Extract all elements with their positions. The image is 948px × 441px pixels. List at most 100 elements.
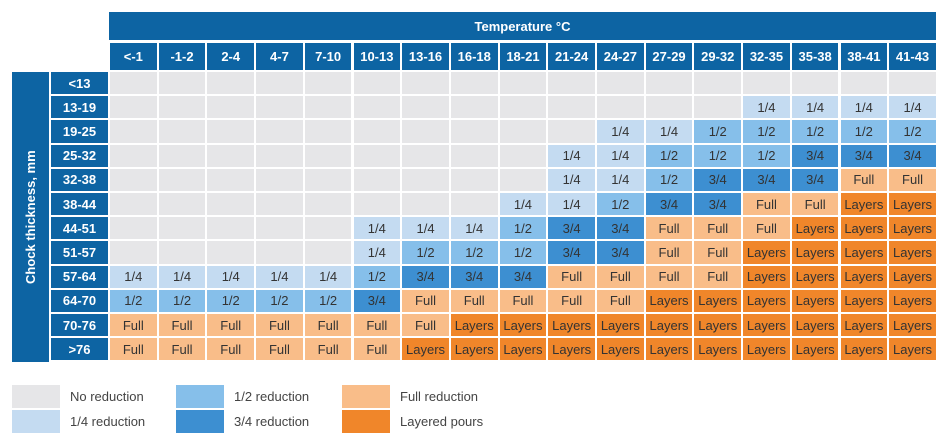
row-header: <13 [51,72,108,95]
table-cell [256,217,303,240]
table-cell: 1/4 [791,96,839,119]
table-cell [402,193,449,216]
table-cell [597,96,644,119]
table-cell: 1/2 [645,168,693,191]
table-cell [402,168,449,191]
table-cell: 3/4 [548,241,595,264]
table-cell [110,96,157,119]
table-cell: Layers [791,314,839,337]
table-cell: Full [889,168,936,191]
table-cell: Layers [840,193,888,216]
table-cell [450,168,498,191]
column-header: 7-10 [304,43,352,70]
legend-swatch [12,385,60,408]
row-header: 70-76 [51,314,108,337]
table-cell [499,72,547,95]
table-cell [158,144,206,167]
row-header: 19-25 [51,120,108,143]
table-cell [110,168,157,191]
table-cell [110,144,157,167]
table-cell: Layers [645,289,693,312]
table-cell: Layers [791,265,839,288]
column-header: 18-21 [499,43,547,70]
table-cell [450,193,498,216]
table-cell [450,144,498,167]
table-cell: Layers [548,338,595,361]
table-cell: Layers [791,338,839,361]
table-cell: Layers [548,314,595,337]
legend-swatch [342,410,390,433]
table-cell: 3/4 [791,144,839,167]
table-cell: 1/4 [353,241,401,264]
table-cell [304,72,352,95]
table-cell [889,72,936,95]
table-cell: 1/4 [548,168,595,191]
table-cell [450,96,498,119]
table-cell [597,72,644,95]
row-header: >76 [51,338,108,361]
table-cell [694,96,742,119]
table-cell: Full [450,289,498,312]
table-cell: Layers [889,241,936,264]
table-cell: 3/4 [694,168,742,191]
table-cell: Layers [499,338,547,361]
table-cell: Full [597,289,644,312]
chock-thickness-label: Chock thickness, mm [12,72,49,362]
table-cell [645,72,693,95]
table-cell: 3/4 [597,241,644,264]
table-cell [304,144,352,167]
table-cell: 1/2 [694,144,742,167]
table-cell: 1/4 [256,265,303,288]
table-cell: Full [548,265,595,288]
table-cell: Layers [840,314,888,337]
table-cell: 1/2 [499,241,547,264]
row-header: 25-32 [51,144,108,167]
table-cell: Full [304,314,352,337]
table-cell: 1/2 [499,217,547,240]
table-cell: Full [645,265,693,288]
table-cell [450,72,498,95]
table-cell: Full [548,289,595,312]
table-cell: Full [110,314,157,337]
column-header: 2-4 [207,43,255,70]
legend-label: 1/4 reduction [70,414,146,429]
table-cell: 1/4 [450,217,498,240]
table-cell [353,120,401,143]
table-cell [402,120,449,143]
row-header: 51-57 [51,241,108,264]
table-cell: 1/4 [402,217,449,240]
legend-swatch [12,410,60,433]
row-header: 13-19 [51,96,108,119]
table-cell: Layers [743,265,790,288]
table-cell: Full [110,338,157,361]
column-header: 24-27 [597,43,644,70]
table-cell: Full [256,338,303,361]
table-cell: 1/4 [548,144,595,167]
table-cell: Layers [499,314,547,337]
table-cell: 1/2 [889,120,936,143]
table-cell: Full [256,314,303,337]
table-cell: 3/4 [889,144,936,167]
table-cell: 1/4 [207,265,255,288]
table-cell [158,217,206,240]
table-cell: Layers [597,338,644,361]
table-cell [158,241,206,264]
table-cell: 1/2 [597,193,644,216]
legend-label: 1/2 reduction [234,389,310,404]
table-cell: Full [694,217,742,240]
table-cell: Full [207,314,255,337]
table-cell: Layers [889,217,936,240]
table-cell: 1/2 [353,265,401,288]
row-header: 64-70 [51,289,108,312]
table-cell [694,72,742,95]
table-cell [353,193,401,216]
table-cell [353,72,401,95]
table-cell: Layers [840,265,888,288]
table-cell [645,96,693,119]
table-cell [110,241,157,264]
table-cell [256,120,303,143]
table-cell [256,96,303,119]
table-cell: 1/2 [791,120,839,143]
table-cell: 1/4 [743,96,790,119]
table-cell: Full [402,289,449,312]
